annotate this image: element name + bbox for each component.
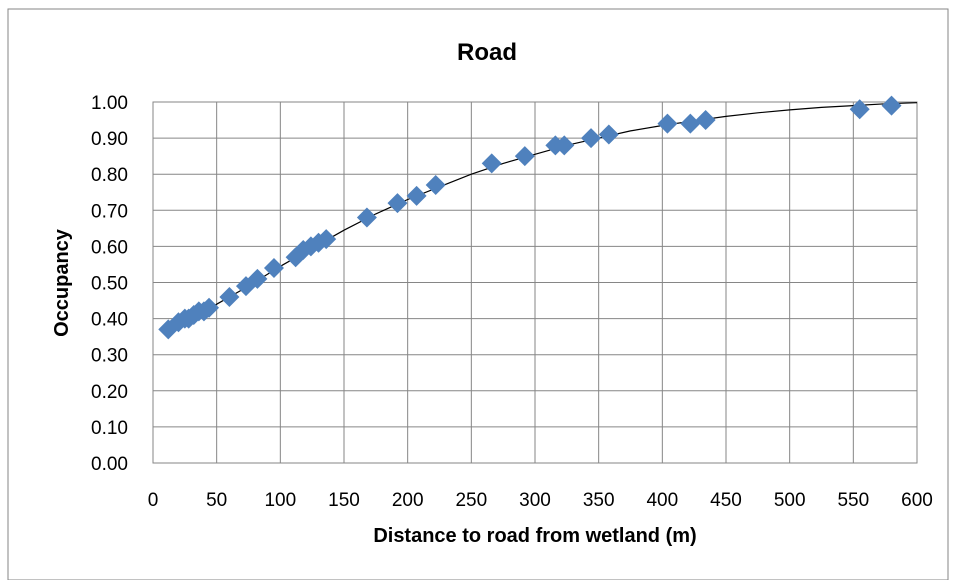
data-point [881,95,902,116]
data-point [406,185,427,206]
x-tick-label: 300 [519,490,551,511]
x-tick-label: 500 [774,490,806,511]
x-tick-label: 250 [455,490,487,511]
data-point [219,286,240,307]
y-axis-label: Occupancy [51,228,73,337]
data-point [199,297,220,318]
data-point [425,175,446,196]
data-point [247,268,268,289]
y-tick-label: 0.50 [91,274,128,295]
chart-title: Road [457,39,517,66]
x-tick-label: 400 [646,490,678,511]
data-point [316,229,337,250]
x-tick-label: 0 [148,490,159,511]
data-point [285,247,306,268]
x-tick-label: 450 [710,490,742,511]
y-tick-label: 0.80 [91,165,128,186]
x-tick-label: 150 [328,490,360,511]
chart-area-border [7,8,949,581]
y-tick-label: 0.00 [91,454,128,475]
x-axis-label: Distance to road from wetland (m) [373,525,696,547]
data-point [598,124,619,145]
y-tick-label: 0.90 [91,129,128,150]
y-tick-label: 0.40 [91,310,128,331]
data-point [849,99,870,120]
y-tick-label: 0.30 [91,346,128,367]
data-point [680,113,701,134]
y-tick-label: 0.70 [91,201,128,222]
data-point [356,207,377,228]
data-points [158,95,902,340]
data-point [695,110,716,131]
data-point [263,258,284,279]
data-point [657,113,678,134]
data-point [554,135,575,156]
x-tick-label: 550 [837,490,869,511]
data-point [387,193,408,214]
data-point [481,153,502,174]
x-tick-label: 200 [392,490,424,511]
x-tick-label: 350 [583,490,615,511]
y-tick-label: 0.20 [91,382,128,403]
x-tick-label: 50 [206,490,227,511]
y-tick-label: 0.60 [91,237,128,258]
data-point [581,128,602,149]
data-point [514,146,535,167]
y-tick-label: 1.00 [91,93,128,114]
x-tick-label: 100 [264,490,296,511]
plot-area-border [152,101,918,464]
x-axis-ticks: 0 50 100 150 200 250 300 350 400 450 500 550 600 [148,490,933,511]
y-tick-label: 0.10 [91,418,128,439]
x-tick-label: 600 [901,490,933,511]
y-axis-ticks: 0.00 0.10 0.20 0.30 0.40 0.50 0.60 0.70 0.80 0.90… [91,93,128,475]
